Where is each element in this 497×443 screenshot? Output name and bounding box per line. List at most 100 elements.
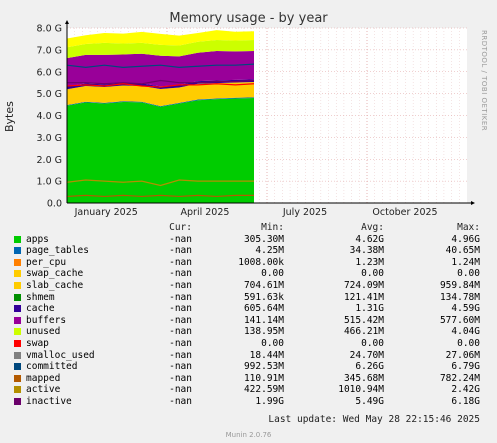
legend-avg-value: 4.62G <box>355 233 384 245</box>
legend-series-name: vmalloc_used <box>26 349 95 361</box>
legend-cur-value: -nan <box>169 291 192 303</box>
legend-max-value: 1.24M <box>451 256 480 268</box>
legend-row: vmalloc_used -nan 18.44M 24.70M 27.06M <box>12 350 492 362</box>
legend-series-name: inactive <box>26 395 72 407</box>
chart-area: 0.0 1.0 G 2.0 G 3.0 G 4.0 G 5.0 G 6.0 G 7.0 G 8.… <box>37 20 475 218</box>
legend-swatch <box>14 316 21 324</box>
y-tick-label: 3.0 G <box>37 133 63 144</box>
legend-avg-value: 1010.94M <box>338 384 384 396</box>
y-tick-label: 5.0 G <box>37 89 63 100</box>
legend-cur-value: -nan <box>169 279 192 291</box>
legend-min-value: 0.00 <box>261 268 284 280</box>
legend-swatch <box>14 339 21 347</box>
legend-min-value: 141.14M <box>243 314 284 326</box>
legend-min-value: 422.59M <box>243 384 284 396</box>
legend-cur-value: -nan <box>169 349 192 361</box>
legend-avg-value: 0.00 <box>361 268 384 280</box>
legend-max-value: 4.96G <box>451 233 480 245</box>
legend-avg-value: 0.00 <box>361 337 384 349</box>
legend-avg-value: 724.09M <box>343 279 384 291</box>
legend-series-name: swap <box>26 337 49 349</box>
legend-row: active -nan 422.59M 1010.94M 2.42G <box>12 384 492 396</box>
legend-swatch <box>14 270 21 278</box>
legend-series-name: cache <box>26 303 55 315</box>
area-page_tables <box>67 97 254 107</box>
line-inactive <box>67 79 255 85</box>
legend-max-value: 4.04G <box>451 326 480 338</box>
legend-row: inactive -nan 1.99G 5.49G 6.18G <box>12 396 492 408</box>
legend-row: cache -nan 605.64M 1.31G 4.59G <box>12 303 492 315</box>
area-cache <box>67 50 254 87</box>
legend-series-name: per_cpu <box>26 256 67 268</box>
legend-cur-value: -nan <box>169 372 192 384</box>
legend-table: Cur: Min: Avg: Max: apps -nan 305.30M 4.62G… <box>12 222 492 408</box>
legend-swatch <box>14 235 21 243</box>
legend-min-value: 110.91M <box>243 372 284 384</box>
legend-cur-value: -nan <box>169 326 192 338</box>
legend-cur-value: -nan <box>169 233 192 245</box>
legend-swatch <box>14 305 21 313</box>
line-mapped <box>66 194 254 198</box>
last-update: Last update: Wed May 28 22:15:46 2025 <box>268 414 480 425</box>
legend-min-value: 992.53M <box>243 361 284 373</box>
legend-swatch <box>14 363 21 371</box>
legend-avg-value: 1.31G <box>355 303 384 315</box>
legend-header: Cur: Min: Avg: Max: <box>12 222 492 234</box>
legend-series-name: apps <box>26 233 49 245</box>
stacked-areas <box>67 30 254 203</box>
x-axis-arrow <box>471 201 475 205</box>
legend-row: unused -nan 138.95M 466.21M 4.04G <box>12 326 492 338</box>
legend-cur-value: -nan <box>169 361 192 373</box>
legend-swatch <box>14 281 21 289</box>
legend-row: buffers -nan 141.14M 515.42M 577.60M <box>12 315 492 327</box>
legend-header-min: Min: <box>261 222 284 233</box>
legend-swatch <box>14 247 21 255</box>
y-tick-label: 7.0 G <box>37 45 63 56</box>
axes: 0.0 1.0 G 2.0 G 3.0 G 4.0 G 5.0 G 6.0 G 7.0 G 8.… <box>37 20 475 218</box>
y-tick-label: 8.0 G <box>37 24 63 35</box>
legend-cur-value: -nan <box>169 268 192 280</box>
legend-row: committed -nan 992.53M 6.26G 6.79G <box>12 361 492 373</box>
legend-max-value: 2.42G <box>451 384 480 396</box>
legend-row: slab_cache -nan 704.61M 724.09M 959.84M <box>12 280 492 292</box>
munin-version: Munin 2.0.76 <box>225 431 272 439</box>
legend-cur-value: -nan <box>169 337 192 349</box>
legend-min-value: 305.30M <box>243 233 284 245</box>
legend-cur-value: -nan <box>169 256 192 268</box>
legend-max-value: 4.59G <box>451 303 480 315</box>
legend-cur-value: -nan <box>169 395 192 407</box>
legend-max-value: 959.84M <box>439 279 480 291</box>
legend-series-name: committed <box>26 361 78 373</box>
y-tick-label: 0.0 <box>47 199 62 210</box>
legend-swatch <box>14 258 21 266</box>
y-tick-label: 4.0 G <box>37 111 63 122</box>
area-buffers <box>67 40 254 59</box>
area-apps <box>67 98 254 203</box>
area-slab_cache <box>67 82 254 107</box>
legend-avg-value: 515.42M <box>343 314 384 326</box>
y-tick-label: 6.0 G <box>37 67 63 78</box>
legend-max-value: 0.00 <box>457 268 480 280</box>
legend-swatch <box>14 351 21 359</box>
legend-avg-value: 121.41M <box>343 291 384 303</box>
legend-min-value: 704.61M <box>243 279 284 291</box>
legend-max-value: 0.00 <box>457 337 480 349</box>
line-swap <box>66 83 255 88</box>
legend-min-value: 138.95M <box>243 326 284 338</box>
legend-min-value: 591.63k <box>243 291 284 303</box>
legend-cur-value: -nan <box>169 245 192 257</box>
legend-series-name: page_tables <box>26 245 89 257</box>
legend-min-value: 605.64M <box>243 303 284 315</box>
x-tick-label: January 2025 <box>74 207 138 218</box>
legend-min-value: 4.25M <box>255 245 284 257</box>
legend-avg-value: 345.68M <box>343 372 384 384</box>
legend-row: shmem -nan 591.63k 121.41M 134.78M <box>12 292 492 304</box>
legend-avg-value: 1.23M <box>355 256 384 268</box>
legend-cur-value: -nan <box>169 314 192 326</box>
legend-avg-value: 34.38M <box>349 245 384 257</box>
legend-swatch <box>14 374 21 382</box>
legend-cur-value: -nan <box>169 384 192 396</box>
legend-max-value: 27.06M <box>445 349 480 361</box>
chart-title: Memory usage - by year <box>169 11 328 26</box>
legend-header-max: Max: <box>457 222 480 233</box>
